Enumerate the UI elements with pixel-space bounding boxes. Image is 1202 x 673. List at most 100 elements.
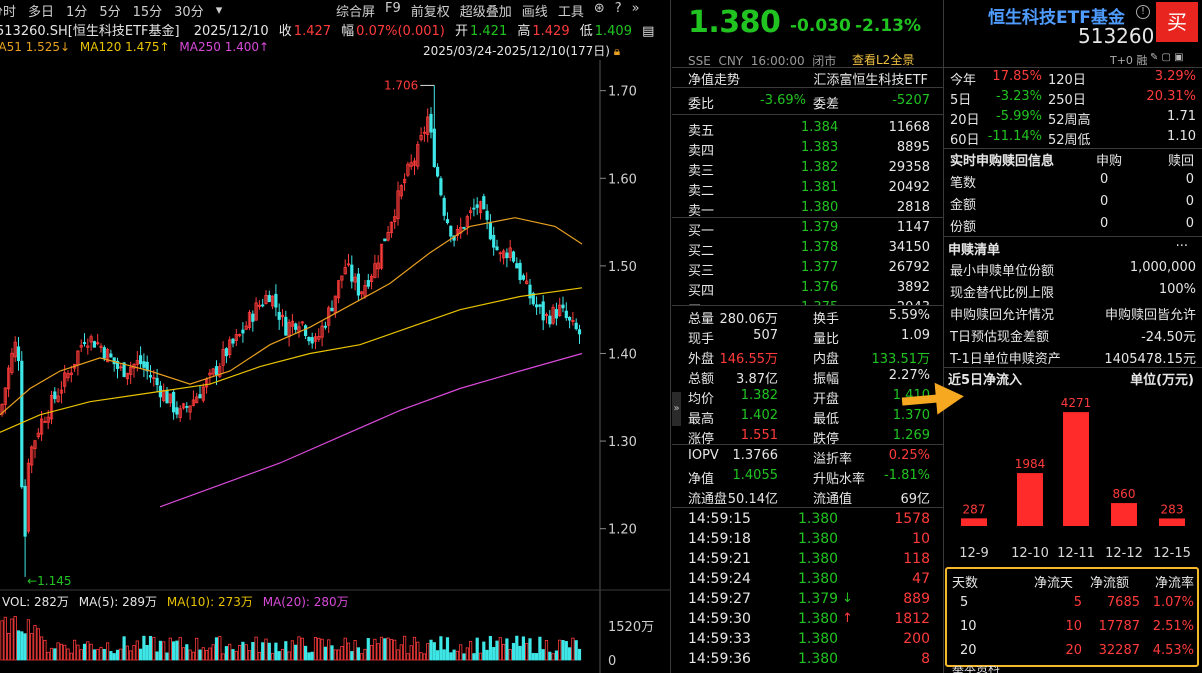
settings-icon[interactable]: ⊛ bbox=[593, 0, 605, 16]
nav-row[interactable]: 净值走势 汇添富恒生科技ETF bbox=[672, 67, 934, 88]
tools-button[interactable]: 工具 bbox=[557, 4, 584, 20]
price-change: -0.030 bbox=[790, 16, 851, 36]
realtime-row: 份额 0 0 bbox=[944, 214, 1202, 235]
volume-bar bbox=[412, 636, 417, 661]
perf-value-2: 1.71 bbox=[1167, 109, 1196, 124]
volume-bar bbox=[214, 637, 219, 661]
candle-body bbox=[49, 395, 54, 420]
lock-icon[interactable]: 🔒︎ bbox=[613, 44, 621, 58]
perf-label: 20日 bbox=[950, 113, 980, 128]
volume-bar bbox=[247, 650, 252, 661]
bid-price: 1.378 bbox=[801, 240, 839, 255]
candle-body bbox=[92, 341, 96, 348]
tick-time: 14:59:24 bbox=[688, 571, 751, 587]
edit-icons[interactable]: ✎ ▢ ▣ bbox=[1150, 52, 1184, 63]
tick-row: 14:59:24 1.380 47 bbox=[672, 569, 934, 589]
candle-body bbox=[43, 420, 47, 423]
candle-body bbox=[155, 377, 159, 386]
flow-days: 20 bbox=[960, 643, 977, 658]
low-annotation: ←1.145 bbox=[27, 574, 71, 588]
volume-bar bbox=[145, 644, 149, 661]
ask-volume: 2818 bbox=[896, 200, 930, 215]
redeem-label: 现金替代比例上限 bbox=[950, 286, 1055, 301]
stat-value: 146.55万 bbox=[719, 352, 779, 367]
candle-body bbox=[122, 362, 126, 378]
vol-tick-zero: 0 bbox=[608, 654, 616, 669]
candle-body bbox=[241, 329, 245, 334]
candle-body bbox=[251, 313, 255, 322]
info-icon[interactable]: ! bbox=[1136, 5, 1150, 19]
candle-body bbox=[577, 329, 582, 335]
period-tab-5min[interactable]: 5分 bbox=[99, 4, 121, 20]
candle-body bbox=[465, 216, 469, 228]
truncated-section: 基本资料 bbox=[952, 666, 1001, 673]
iopv-label: 净值 bbox=[688, 472, 715, 487]
expand-icon[interactable]: » bbox=[631, 0, 640, 16]
period-tab-intraday[interactable]: 分时 bbox=[0, 4, 17, 20]
draw-line-button[interactable]: 画线 bbox=[521, 4, 548, 20]
bid-book: 买一 1.379 1147 买二 1.378 34150 买三 1.377 26792 买四 1.3… bbox=[672, 0, 944, 305]
candle-body bbox=[7, 367, 11, 390]
candle-body bbox=[426, 116, 430, 135]
volume-bar bbox=[511, 642, 516, 661]
candle-body bbox=[261, 304, 265, 307]
volume-bar bbox=[142, 635, 146, 661]
kline-chart-pane[interactable]: 分时 多日 1分 5分 15分 30分 ▾ 综合屏 F9 前复权 超级叠加 画线… bbox=[0, 0, 671, 673]
stat-row: 总量 280.06万 换手 5.59% bbox=[672, 306, 934, 327]
period-tab-15min[interactable]: 15分 bbox=[132, 4, 163, 20]
volume-bar bbox=[488, 635, 493, 661]
ask-price: 1.380 bbox=[801, 200, 839, 215]
buy-button[interactable]: 买 bbox=[1156, 2, 1198, 42]
quote-line: 513260.SH[恒生科技ETF基金] 2025/12/10 收 1.427 幅… bbox=[0, 20, 660, 39]
ask-volume: 11668 bbox=[888, 120, 930, 135]
volume-bar bbox=[86, 641, 90, 661]
redeem-label: T日预估现金差额 bbox=[950, 330, 1049, 345]
period-more-icon[interactable]: ▾ bbox=[215, 2, 223, 18]
volume-bar bbox=[257, 651, 262, 661]
volume-bar bbox=[152, 637, 156, 661]
f9-button[interactable]: F9 bbox=[385, 0, 401, 16]
t0-badge: T+0 融 bbox=[1110, 54, 1148, 67]
stat-value-2: 5.59% bbox=[888, 308, 930, 323]
period-tab-multiday[interactable]: 多日 bbox=[28, 4, 55, 20]
candlestick-chart[interactable]: 1.70 1.60 1.50 1.40 1.30 1.20 1520万 0 1.706 ←1.14… bbox=[0, 60, 671, 673]
stat-row: 外盘 146.55万 内盘 133.51万 bbox=[672, 346, 934, 367]
candle-body bbox=[96, 342, 100, 345]
flow-header-days: 天数 bbox=[952, 576, 979, 591]
l2-link[interactable]: 查看L2全景 bbox=[852, 53, 915, 67]
flow-category-label: 12-9 bbox=[959, 546, 989, 561]
period-tab-1min[interactable]: 1分 bbox=[66, 4, 88, 20]
tick-price: 1.379 bbox=[798, 591, 839, 607]
candle-body bbox=[237, 334, 242, 337]
realtime-header-buy: 申购 bbox=[1096, 154, 1123, 169]
perf-row: 60日 -11.14% 52周低 1.10 bbox=[944, 127, 1202, 148]
forward-adjust-button[interactable]: 前复权 bbox=[410, 4, 450, 20]
volume-bar bbox=[571, 637, 575, 661]
perf-label-2: 52周低 bbox=[1048, 133, 1091, 148]
volume-bar bbox=[475, 637, 479, 661]
volume-bar bbox=[112, 653, 116, 661]
candle-body bbox=[115, 360, 120, 369]
volume-bar bbox=[76, 644, 80, 661]
candle-body bbox=[59, 389, 64, 394]
stat-label: 外盘 bbox=[688, 352, 715, 367]
realtime-header-sell: 赎回 bbox=[1167, 154, 1194, 169]
composite-screen-button[interactable]: 综合屏 bbox=[336, 4, 376, 20]
tick-time: 14:59:21 bbox=[688, 551, 751, 567]
collapse-handle[interactable]: » bbox=[672, 392, 681, 426]
super-overlay-button[interactable]: 超级叠加 bbox=[459, 4, 512, 20]
ask-volume: 20492 bbox=[888, 180, 930, 195]
volume-bar bbox=[0, 620, 4, 661]
period-tab-30min[interactable]: 30分 bbox=[174, 4, 204, 20]
volume-bar bbox=[323, 646, 328, 661]
bid-price: 1.377 bbox=[801, 260, 839, 275]
candle-style-icon[interactable]: ▤ bbox=[642, 24, 655, 39]
high-value: 1.429 bbox=[532, 24, 570, 39]
y-tick-label: 1.20 bbox=[608, 523, 637, 538]
volume-bar bbox=[122, 636, 126, 661]
volume-bar bbox=[554, 650, 559, 661]
iopv-row: 净值 1.4055 升贴水率 -1.81% bbox=[672, 466, 934, 487]
candle-body bbox=[228, 339, 232, 356]
help-icon[interactable]: ? bbox=[614, 0, 622, 16]
volume-bar bbox=[119, 648, 123, 661]
